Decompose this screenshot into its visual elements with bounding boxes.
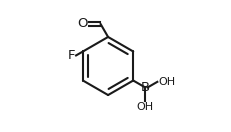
Text: OH: OH [157, 77, 174, 87]
Text: F: F [67, 49, 75, 62]
Text: B: B [140, 81, 149, 94]
Text: O: O [77, 17, 88, 30]
Text: OH: OH [136, 102, 153, 112]
